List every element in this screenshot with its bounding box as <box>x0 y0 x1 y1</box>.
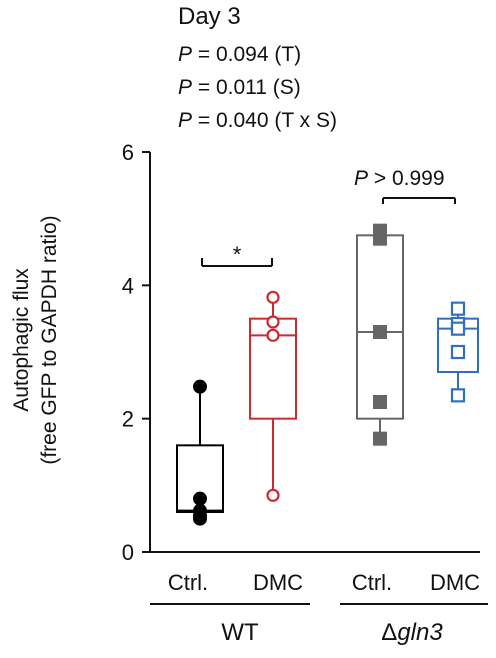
group-label-wt: WT <box>221 619 259 646</box>
data-point <box>193 491 207 506</box>
y-tick-label: 6 <box>122 140 134 165</box>
chart-title: Day 3 <box>178 3 241 30</box>
data-point <box>266 315 280 329</box>
data-point <box>193 379 207 394</box>
data-point <box>373 325 387 339</box>
p-value-strain: P = 0.011 (S) <box>178 76 301 99</box>
y-tick-label: 2 <box>122 407 134 432</box>
data-point <box>450 321 466 336</box>
wt-significance-star: * <box>233 242 242 267</box>
p-value-treatment: P = 0.094 (T) <box>178 43 301 66</box>
y-tick-label: 0 <box>122 540 134 565</box>
gln3-p-value: P > 0.999 <box>354 167 445 190</box>
x-category-label: DMC <box>430 570 480 595</box>
x-category-labels: Ctrl. DMC Ctrl. DMC <box>168 570 480 595</box>
y-tick-label: 4 <box>122 273 134 298</box>
data-point <box>373 231 387 246</box>
data-point <box>450 301 466 316</box>
x-category-label: Ctrl. <box>352 570 392 595</box>
y-axis-label-line2: (free GFP to GAPDH ratio) <box>38 215 61 464</box>
group-label-gln3: Δgln3 <box>381 619 443 646</box>
data-point <box>373 395 387 409</box>
p-value-interaction: P = 0.040 (T x S) <box>178 109 337 132</box>
wt-significance-bracket: * <box>201 242 273 267</box>
plot-area <box>176 223 479 526</box>
data-point <box>450 344 466 360</box>
data-point <box>193 511 207 526</box>
box-wt-dmc <box>249 290 297 502</box>
data-point <box>450 388 466 403</box>
box-wt-ctrl <box>176 379 224 526</box>
x-category-label: Ctrl. <box>168 570 208 595</box>
y-ticks: 0 2 4 6 <box>122 140 150 565</box>
data-point <box>373 431 387 446</box>
data-point <box>266 328 280 342</box>
x-category-label: DMC <box>253 570 303 595</box>
box-gln3-ctrl <box>356 223 404 446</box>
y-axis-label-line1: Autophagic flux <box>10 268 33 412</box>
gln3-significance-bracket: P > 0.999 <box>354 167 456 204</box>
box-gln3-dmc <box>437 301 479 403</box>
data-point <box>266 488 280 502</box>
data-point <box>266 290 280 304</box>
